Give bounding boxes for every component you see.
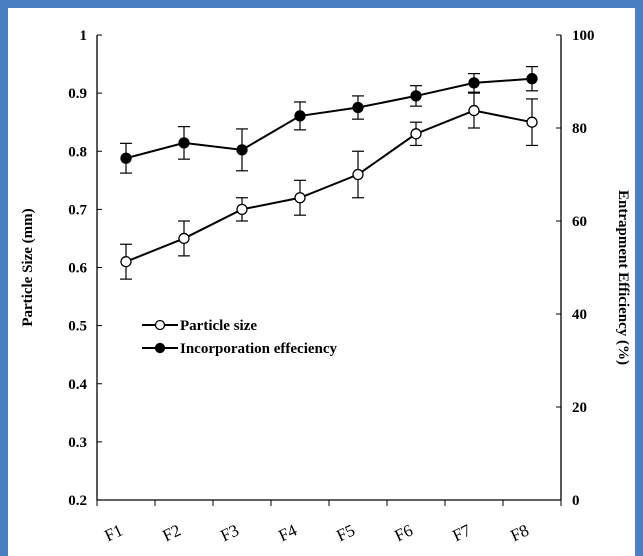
data-point [526, 73, 538, 85]
series-line [125, 77, 533, 160]
y-right-tick-label: 40 [572, 307, 587, 323]
y-left-axis-title: Particle Size (mm) [20, 208, 36, 326]
y-left-tick-label: 0.8 [68, 144, 87, 160]
data-point [236, 203, 248, 216]
series-incorporation-effeciency [120, 66, 538, 174]
y-left-tick-label: 0.9 [68, 86, 87, 102]
data-point [352, 101, 364, 114]
line-chart: 0.2 0.3 0.4 0.5 0.6 0.7 0.8 0.9 1 0 20 40 60 80 100 F… [20, 28, 631, 546]
x-category-label: F1 [102, 521, 126, 546]
y-right-ticks: 0 20 40 60 80 100 [556, 28, 595, 509]
y-left-tick-label: 0.5 [68, 319, 87, 335]
data-point [468, 104, 480, 117]
data-point [410, 128, 422, 140]
y-right-tick-label: 0 [572, 493, 580, 509]
y-right-tick-label: 60 [572, 214, 587, 230]
data-point [294, 192, 306, 204]
y-left-tick-label: 0.2 [68, 493, 87, 509]
series-particle-size [120, 92, 538, 280]
legend-marker-particle-size [154, 319, 166, 331]
data-point [120, 152, 132, 164]
axes [96, 35, 562, 501]
x-category-label: F3 [218, 521, 242, 546]
series-line [125, 109, 533, 263]
y-right-tick-label: 80 [572, 121, 587, 137]
x-category-label: F4 [276, 520, 301, 545]
legend-label-incorporation: Incorporation effeciency [180, 341, 338, 357]
data-point [120, 256, 132, 268]
data-point [410, 90, 422, 102]
legend-item-particle-size: Particle size [142, 318, 257, 334]
x-category-label: F6 [392, 521, 416, 546]
data-point [468, 77, 480, 89]
chart-frame: 0.2 0.3 0.4 0.5 0.6 0.7 0.8 0.9 1 0 20 40 60 80 100 F… [8, 8, 635, 556]
y-right-axis-title: Entrapment Efficiency (%) [615, 190, 631, 365]
data-point [294, 110, 306, 122]
x-category-label: F5 [334, 521, 358, 546]
y-right-tick-label: 100 [572, 28, 595, 44]
x-category-label: F7 [450, 520, 475, 545]
data-point [526, 116, 538, 128]
legend-label-particle-size: Particle size [180, 318, 257, 334]
y-right-tick-label: 20 [572, 400, 587, 416]
data-point [178, 137, 190, 149]
y-left-tick-label: 0.7 [68, 202, 87, 218]
y-left-tick-label: 1 [80, 28, 88, 44]
x-category-label: F8 [508, 521, 532, 546]
x-category-label: F2 [160, 521, 184, 546]
y-left-tick-label: 0.3 [68, 435, 87, 451]
y-left-ticks: 0.2 0.3 0.4 0.5 0.6 0.7 0.8 0.9 1 [68, 28, 102, 509]
x-ticks: F1 F2 F3 F4 F5 F6 F7 F8 [96, 500, 562, 546]
y-left-tick-label: 0.4 [68, 377, 87, 393]
data-point [352, 168, 364, 181]
legend: Particle size Incorporation effeciency [142, 318, 338, 357]
y-left-tick-label: 0.6 [68, 261, 87, 277]
legend-marker-incorporation [154, 342, 166, 354]
series-layer [120, 66, 538, 280]
legend-item-incorporation-effeciency: Incorporation effeciency [142, 341, 338, 357]
data-point [178, 232, 190, 245]
data-point [236, 144, 248, 156]
